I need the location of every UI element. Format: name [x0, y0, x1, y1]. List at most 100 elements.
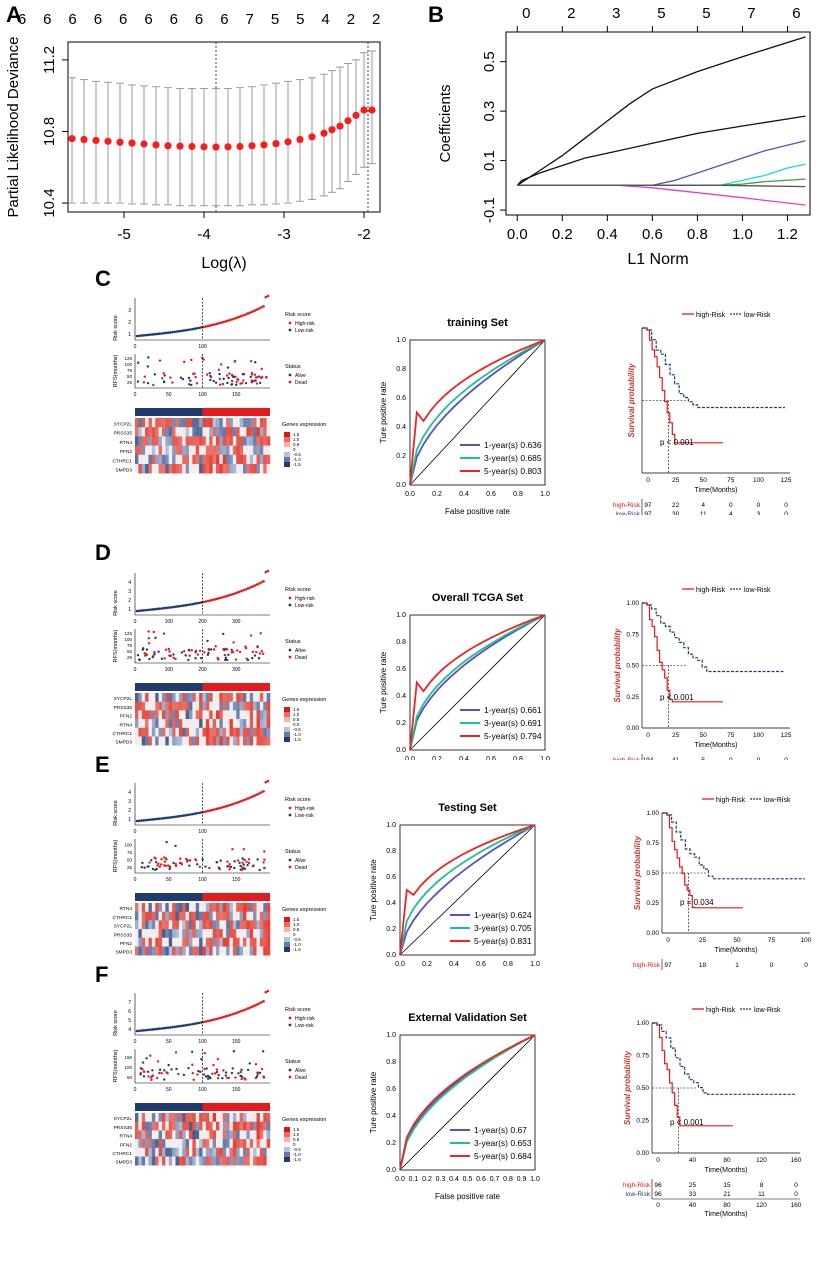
heatmap-cell	[256, 1113, 261, 1122]
rfs-point	[172, 653, 175, 656]
heatmap-cell	[232, 1156, 237, 1166]
risk-point	[186, 813, 190, 817]
heatmap-cell	[141, 464, 146, 474]
heatmap-cell	[246, 1147, 251, 1157]
risk-point	[135, 609, 139, 613]
roc-ytick: 0.8	[396, 639, 406, 646]
heatmap-cell	[263, 1139, 267, 1149]
heatmap-cell	[175, 454, 180, 465]
heatmap-cell	[182, 701, 186, 711]
heatmap-cell	[246, 1113, 251, 1122]
heatmap-cell	[246, 454, 251, 465]
heatmap-cell	[141, 946, 146, 956]
risk-point	[197, 1021, 201, 1025]
heatmap-cell	[219, 903, 224, 912]
heatmap-cell	[145, 1130, 149, 1140]
heatmap-cell	[195, 903, 200, 912]
rfs-point	[258, 375, 261, 378]
heatmap-cell	[189, 736, 193, 746]
rfs-point	[155, 867, 158, 871]
heatmap-cell	[135, 701, 139, 711]
heatmap-cell	[199, 464, 203, 474]
heatmap-cell	[236, 445, 240, 456]
rfs-point	[194, 375, 197, 379]
roc-legend-label-1: 3-year(s) 0.705	[474, 923, 532, 933]
heatmap-cell	[229, 1139, 234, 1149]
heatmap-cell	[158, 929, 163, 939]
risk-point	[264, 570, 268, 574]
rfs-legend-dot-dead	[288, 865, 292, 869]
heatmap-cell	[236, 1121, 240, 1131]
heatmap-cell	[141, 719, 146, 729]
rfs-legend-dead: Dead	[295, 1075, 307, 1081]
risk-point	[264, 990, 268, 994]
rfs-point	[260, 650, 264, 653]
heatmap-cell	[138, 1113, 143, 1122]
heatmap-scale-label: -0.5	[293, 937, 301, 942]
heatmap-cell	[259, 418, 264, 428]
rfs-point	[206, 653, 210, 657]
rfs-point	[230, 379, 234, 383]
rfs-point	[143, 1070, 146, 1073]
top-tick-label: 7	[246, 11, 254, 28]
heatmap-scale-label: 0	[293, 1142, 296, 1147]
roc-legend-label-1: 3-year(s) 0.653	[474, 1138, 532, 1148]
heatmap-cell	[266, 445, 271, 456]
risk-point	[140, 1029, 143, 1032]
km-ylabel: Survival probability	[633, 835, 642, 910]
km-xtick: 100	[753, 732, 764, 739]
heatmap-cell	[178, 436, 183, 446]
heatmap-cell	[151, 1130, 156, 1140]
rfs-xtick: 150	[232, 1087, 241, 1093]
heatmap-cell	[148, 1156, 153, 1166]
heatmap-cell	[192, 418, 197, 428]
risk-point	[266, 569, 270, 573]
heatmap-cell	[239, 701, 244, 711]
heatmap-cell	[222, 920, 227, 930]
rfs-point	[145, 1057, 148, 1060]
rfs-point	[227, 376, 230, 380]
heatmap-cell	[266, 436, 271, 446]
heatmap-scale-label: 1.0	[293, 712, 300, 717]
km-table-cell: 33	[689, 1191, 697, 1198]
km-table-cell: 5	[701, 757, 705, 760]
heatmap-cell	[172, 911, 176, 921]
roc-legend-label-2: 5-year(s) 0.684	[474, 1151, 532, 1161]
heatmap-cell	[178, 911, 183, 921]
heatmap-scale-swatch	[284, 447, 290, 452]
heatmap-cell	[182, 436, 186, 446]
heatmap-cell	[162, 903, 166, 912]
rfs-point	[187, 648, 191, 652]
heatmap-cell	[135, 464, 139, 474]
heatmap-cell	[172, 937, 176, 947]
heatmap-gene-label: RTN4	[120, 440, 133, 446]
heatmap-cell	[192, 946, 197, 956]
heatmap-cell	[222, 418, 227, 428]
top-tick-label: 4	[321, 11, 329, 28]
risk-point	[162, 816, 165, 820]
roc-ytick: 0.6	[396, 666, 406, 673]
heatmap-cell	[158, 693, 163, 702]
heatmap-cell	[165, 1121, 170, 1131]
risk-point	[255, 793, 259, 796]
deviance-point	[360, 106, 368, 114]
heatmap-scale-label: 0.5	[293, 1137, 300, 1142]
risk-point	[255, 583, 259, 586]
rfs-point	[159, 863, 163, 866]
heatmap-cell	[175, 464, 180, 474]
heatmap-cell	[222, 736, 227, 746]
risk-point	[262, 305, 265, 308]
heatmap-cell	[226, 920, 230, 930]
rfs-point	[262, 1075, 265, 1078]
heatmap-cell	[202, 1156, 207, 1166]
risk-point	[246, 312, 250, 315]
rfs-point	[210, 648, 213, 651]
heatmap-group-low	[135, 408, 203, 416]
heatmap-cell	[172, 903, 176, 912]
heatmap-cell	[165, 436, 170, 446]
risk-point	[195, 327, 199, 330]
risk-point	[146, 818, 150, 822]
rfs-ylabel: RFS(months)	[113, 839, 119, 872]
heatmap-cell	[266, 454, 271, 465]
rfs-point	[254, 361, 257, 364]
